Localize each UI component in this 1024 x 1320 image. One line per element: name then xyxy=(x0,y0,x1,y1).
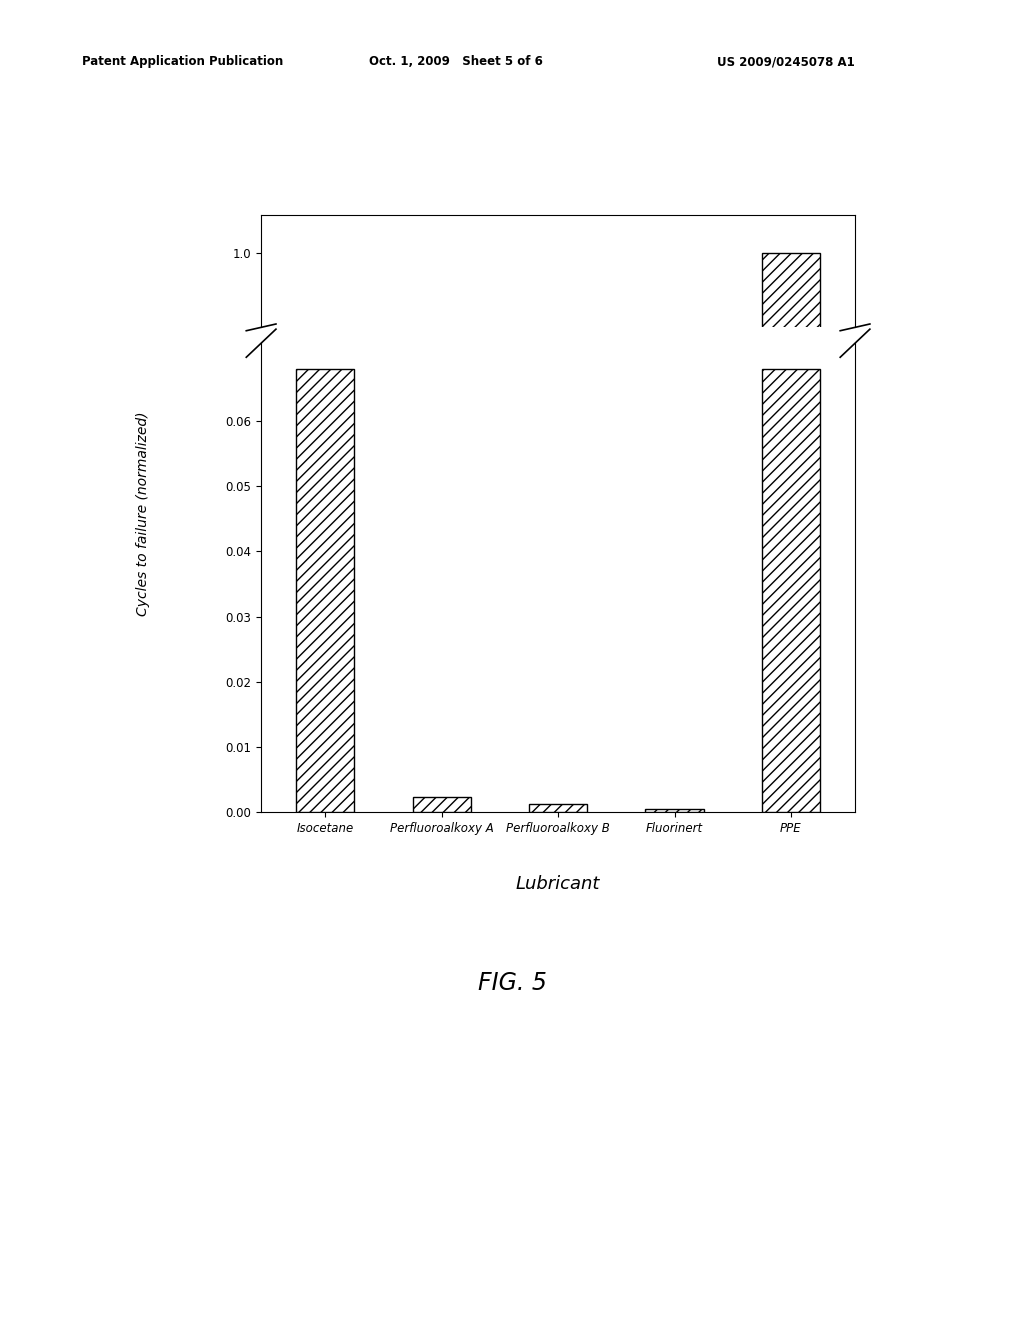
Bar xyxy=(296,370,354,812)
Bar xyxy=(762,252,820,876)
Bar xyxy=(762,370,820,812)
Text: Oct. 1, 2009   Sheet 5 of 6: Oct. 1, 2009 Sheet 5 of 6 xyxy=(369,55,543,69)
Text: FIG. 5: FIG. 5 xyxy=(477,972,547,995)
Text: Patent Application Publication: Patent Application Publication xyxy=(82,55,284,69)
Text: Lubricant: Lubricant xyxy=(516,875,600,894)
Bar xyxy=(296,832,354,876)
Bar xyxy=(413,797,471,812)
Text: US 2009/0245078 A1: US 2009/0245078 A1 xyxy=(717,55,855,69)
Text: Cycles to failure (normalized): Cycles to failure (normalized) xyxy=(136,412,151,615)
Bar xyxy=(645,809,703,812)
Bar xyxy=(529,804,587,812)
